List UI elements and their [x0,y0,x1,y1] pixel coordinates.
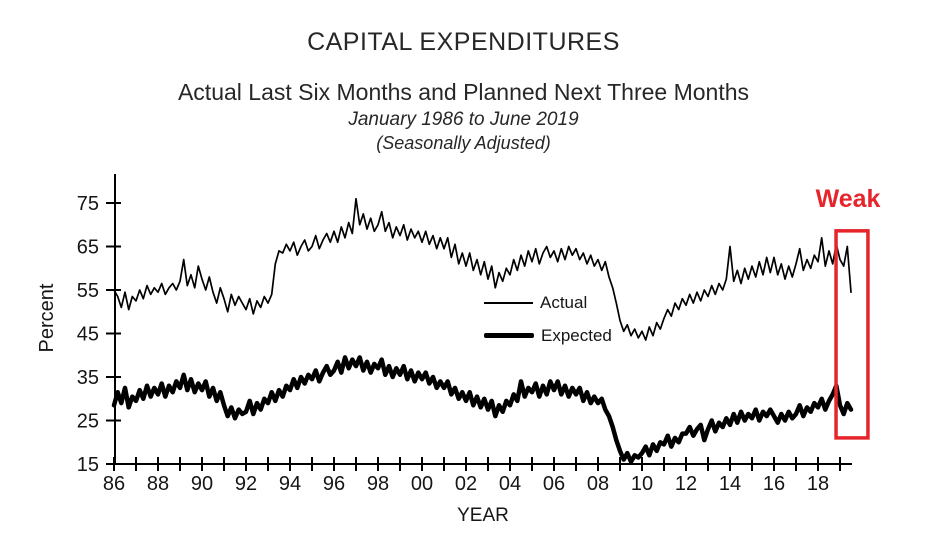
x-tick-label: 18 [807,473,829,495]
x-tick-label: 94 [279,473,301,495]
y-tick-label: 55 [77,280,99,302]
x-tick-label: 96 [323,473,345,495]
x-tick-label: 92 [235,473,257,495]
legend-label-actual: Actual [540,292,588,312]
x-tick-label: 02 [455,473,477,495]
x-tick-label: 86 [103,473,125,495]
chart-date-range: January 1986 to June 2019 [348,109,579,130]
x-tick-label: 16 [763,473,785,495]
x-tick-label: 14 [719,473,741,495]
y-tick-label: 75 [77,193,99,215]
y-tick-label: 35 [77,367,99,389]
series-line-actual [113,197,852,341]
x-tick-label: 00 [411,473,433,495]
chart-adjustment-note: (Seasonally Adjusted) [376,133,551,153]
x-tick-label: 88 [147,473,169,495]
weak-annotation-label: Weak [815,185,881,213]
y-tick-label: 45 [77,324,99,346]
x-tick-label: 08 [587,473,609,495]
weak-highlight-box [834,229,870,440]
x-tick-label: 12 [675,473,697,495]
x-tick-label: 10 [631,473,653,495]
y-tick-label: 15 [77,454,99,476]
x-tick-label: 04 [499,473,521,495]
thin-line-swatch [484,301,533,304]
legend-item-expected: Expected [484,325,612,345]
legend-label-expected: Expected [541,325,612,345]
x-tick-label: 06 [543,473,565,495]
chart-subtitle: Actual Last Six Months and Planned Next … [177,79,750,105]
thick-line-swatch [484,333,534,338]
x-tick-label: 90 [191,473,213,495]
y-tick-label: 65 [77,237,99,259]
y-axis-title: Percent [36,283,58,353]
x-tick-label: 98 [367,473,389,495]
y-tick-label: 25 [77,411,99,433]
page-title: CAPITAL EXPENDITURES [307,28,620,56]
legend-item-actual: Actual [484,292,588,312]
x-axis-title: YEAR [457,505,509,526]
series-line-expected [111,355,854,465]
